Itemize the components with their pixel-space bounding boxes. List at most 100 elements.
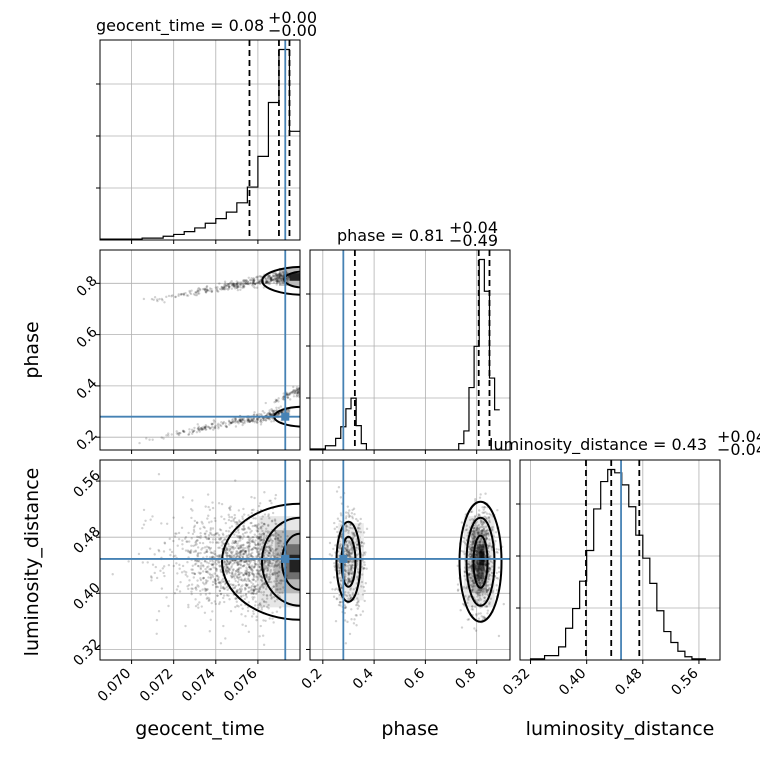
- scatter-point-geocent-phase: [228, 421, 231, 424]
- scatter-point-phase-distance: [485, 512, 489, 515]
- scatter-point-geocent-phase: [191, 430, 194, 434]
- scatter-point-geocent-distance: [281, 591, 284, 595]
- scatter-point-geocent-phase: [236, 286, 239, 290]
- scatter-point-phase-distance: [355, 546, 359, 549]
- scatter-point-geocent-phase: [251, 418, 255, 421]
- scatter-point-phase-distance: [483, 506, 486, 509]
- scatter-point-geocent-distance: [255, 615, 258, 618]
- scatter-point-geocent-phase: [208, 427, 212, 430]
- scatter-point-phase-distance: [488, 519, 491, 522]
- scatter-point-geocent-phase: [265, 280, 268, 283]
- scatter-point-geocent-distance: [271, 533, 275, 537]
- scatter-point-geocent-phase: [217, 425, 220, 429]
- scatter-point-geocent-phase: [213, 426, 216, 430]
- scatter-point-geocent-distance: [169, 553, 172, 557]
- scatter-point-geocent-phase: [232, 285, 236, 289]
- scatter-point-geocent-distance: [246, 535, 249, 539]
- scatter-point-geocent-distance: [250, 511, 254, 515]
- scatter-point-geocent-phase: [241, 283, 245, 286]
- scatter-point-geocent-distance: [262, 586, 265, 589]
- scatter-point-phase-distance: [471, 579, 474, 583]
- scatter-point-geocent-phase: [242, 284, 245, 287]
- title-geocent-time: geocent_time = 0.08: [96, 16, 264, 36]
- scatter-point-geocent-phase: [191, 432, 194, 435]
- scatter-point-geocent-phase: [229, 422, 233, 425]
- scatter-point-geocent-phase: [248, 420, 251, 423]
- scatter-point-phase-distance: [363, 599, 366, 603]
- scatter-point-geocent-distance: [259, 604, 262, 607]
- scatter-point-geocent-distance: [196, 552, 200, 556]
- scatter-point-phase-distance: [344, 527, 348, 531]
- scatter-point-geocent-distance: [239, 535, 242, 538]
- scatter-point-geocent-phase: [156, 299, 159, 303]
- scatter-point-geocent-distance: [148, 547, 152, 550]
- scatter-point-geocent-phase: [249, 282, 253, 285]
- scatter-point-geocent-phase: [277, 275, 281, 279]
- scatter-point-geocent-distance: [198, 541, 202, 545]
- scatter-point-geocent-distance: [254, 517, 257, 520]
- scatter-point-geocent-distance: [211, 573, 214, 577]
- scatter-point-phase-distance: [462, 550, 465, 553]
- scatter-point-geocent-distance: [142, 508, 146, 512]
- scatter-point-geocent-distance: [260, 517, 263, 521]
- scatter-point-geocent-phase: [279, 273, 283, 277]
- scatter-point-geocent-distance: [232, 583, 235, 587]
- scatter-point-geocent-distance: [269, 561, 272, 564]
- scatter-point-geocent-distance: [163, 542, 167, 545]
- scatter-point-geocent-phase: [274, 276, 278, 279]
- scatter-point-geocent-phase: [293, 390, 297, 394]
- scatter-point-geocent-distance: [230, 519, 233, 523]
- scatter-point-geocent-phase: [220, 285, 224, 289]
- scatter-point-geocent-distance: [241, 623, 244, 626]
- scatter-point-geocent-phase: [252, 279, 256, 283]
- scatter-point-geocent-phase: [250, 418, 253, 421]
- scatter-point-geocent-phase: [264, 280, 268, 283]
- scatter-point-geocent-phase: [224, 422, 227, 425]
- scatter-point-phase-distance: [361, 610, 365, 613]
- scatter-point-geocent-distance: [248, 542, 251, 545]
- scatter-point-geocent-distance: [194, 543, 197, 547]
- scatter-point-geocent-phase: [247, 420, 250, 423]
- scatter-point-geocent-distance: [198, 589, 202, 593]
- scatter-point-geocent-phase: [213, 425, 216, 429]
- scatter-point-geocent-distance: [275, 553, 278, 556]
- scatter-point-geocent-phase: [242, 283, 246, 286]
- scatter-point-phase-distance: [495, 584, 498, 587]
- scatter-point-geocent-phase: [269, 278, 272, 281]
- scatter-point-geocent-phase: [203, 426, 207, 430]
- scatter-point-geocent-distance: [190, 592, 193, 596]
- scatter-point-geocent-phase: [229, 281, 232, 284]
- scatter-point-geocent-phase: [220, 288, 223, 291]
- scatter-point-geocent-phase: [228, 285, 231, 288]
- scatter-point-geocent-distance: [175, 588, 179, 591]
- scatter-point-geocent-distance: [265, 527, 268, 531]
- scatter-point-geocent-distance: [244, 552, 248, 555]
- scatter-point-geocent-phase: [239, 419, 242, 423]
- scatter-point-phase-distance: [483, 530, 487, 533]
- scatter-point-geocent-phase: [277, 406, 281, 410]
- scatter-point-geocent-phase: [236, 282, 239, 285]
- scatter-point-geocent-phase: [245, 279, 248, 282]
- scatter-point-phase-distance: [494, 531, 498, 534]
- scatter-point-geocent-distance: [242, 507, 245, 511]
- scatter-point-geocent-distance: [227, 580, 231, 583]
- scatter-point-geocent-phase: [242, 280, 245, 283]
- scatter-point-phase-distance: [474, 514, 477, 518]
- scatter-point-geocent-distance: [241, 607, 244, 610]
- scatter-point-geocent-phase: [239, 285, 242, 289]
- scatter-point-geocent-distance: [234, 530, 238, 534]
- scatter-point-geocent-distance: [209, 531, 212, 534]
- scatter-point-phase-distance: [358, 527, 362, 530]
- scatter-point-geocent-phase: [285, 279, 289, 283]
- scatter-point-geocent-phase: [276, 413, 279, 416]
- scatter-point-geocent-phase: [240, 281, 244, 284]
- scatter-point-geocent-distance: [267, 514, 270, 518]
- scatter-point-geocent-phase: [280, 274, 283, 278]
- scatter-point-geocent-phase: [288, 275, 291, 279]
- scatter-point-geocent-distance: [197, 565, 200, 568]
- scatter-point-geocent-phase: [256, 276, 259, 279]
- scatter-point-geocent-phase: [212, 428, 215, 431]
- scatter-point-geocent-phase: [278, 275, 281, 278]
- scatter-point-phase-distance: [478, 596, 482, 600]
- scatter-point-geocent-distance: [214, 567, 217, 570]
